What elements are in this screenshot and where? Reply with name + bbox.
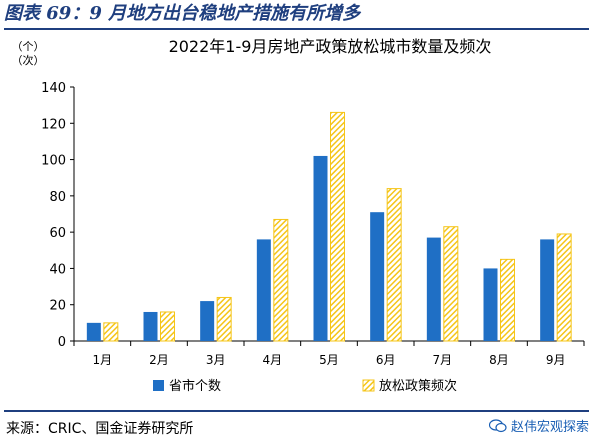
watermark-text: 赵伟宏观探索 <box>510 420 589 435</box>
watermark: 赵伟宏观探索 <box>488 416 589 435</box>
y-tick-label: 120 <box>41 117 66 132</box>
bar-policy-frequency <box>500 258 515 342</box>
y-tick-label: 40 <box>49 262 66 277</box>
y-tick-label: 100 <box>41 154 66 169</box>
legend: 省市个数 放松政策频次 <box>153 378 457 394</box>
x-tick-label: 5月 <box>319 353 339 367</box>
bar-province-count <box>426 237 441 341</box>
x-tick-label: 1月 <box>93 353 113 367</box>
bar-province-count <box>143 311 158 341</box>
y-tick-label: 20 <box>49 299 66 314</box>
y-tick-label: 0 <box>58 335 66 350</box>
figure-title-bar: 图表 69：9 月地方出台稳地产措施有所增多 <box>4 2 589 30</box>
legend-label-province-count: 省市个数 <box>169 378 221 394</box>
legend-label-policy-frequency: 放松政策频次 <box>379 378 457 394</box>
x-tick-label: 2月 <box>149 353 169 367</box>
x-tick-label: 8月 <box>489 353 509 367</box>
x-tick-label: 6月 <box>376 353 396 367</box>
bar-province-count <box>370 212 385 341</box>
y-axis-label-line-2: （次） <box>12 53 45 67</box>
bar-province-count <box>313 155 328 341</box>
y-axis: 0 20 40 60 80 100 120 140 <box>41 81 75 350</box>
figure-title: 图表 69：9 月地方出台稳地产措施有所增多 <box>4 3 361 24</box>
bars <box>86 111 572 342</box>
bar-policy-frequency <box>443 226 459 342</box>
y-tick-label: 140 <box>41 81 66 96</box>
source-bar: 来源：CRIC、国金证券研究所 赵伟宏观探索 <box>4 410 589 441</box>
bar-province-count <box>540 239 555 341</box>
bar-policy-frequency <box>103 322 119 342</box>
bar-policy-frequency <box>160 311 175 342</box>
bar-policy-frequency <box>330 111 345 342</box>
bar-policy-frequency <box>556 233 572 342</box>
bar-policy-frequency <box>216 296 232 342</box>
legend-swatch-province-count <box>153 380 164 391</box>
x-axis: 1月 2月 3月 4月 5月 6月 7月 8月 9月 <box>73 340 585 367</box>
bar-policy-frequency <box>273 218 289 342</box>
bar-province-count <box>256 239 271 341</box>
y-tick-label: 60 <box>49 226 66 241</box>
y-axis-label-line-1: （个） <box>12 40 45 53</box>
wechat-icon <box>488 418 507 432</box>
bar-province-count <box>483 268 498 341</box>
y-tick-label: 80 <box>49 190 66 205</box>
x-tick-label: 9月 <box>546 353 566 367</box>
x-tick-label: 4月 <box>263 353 283 367</box>
x-tick-label: 3月 <box>206 353 226 367</box>
source-text: 来源：CRIC、国金证券研究所 <box>6 421 194 437</box>
legend-swatch-policy-frequency <box>362 379 375 392</box>
bar-province-count <box>86 322 101 341</box>
bar-province-count <box>200 301 215 341</box>
x-tick-label: 7月 <box>433 353 453 367</box>
chart: 2022年1-9月房地产政策放松城市数量及频次 （个） （次） 0 20 40 60 8… <box>12 37 585 394</box>
bar-policy-frequency <box>386 188 402 342</box>
chart-title: 2022年1-9月房地产政策放松城市数量及频次 <box>169 37 492 56</box>
